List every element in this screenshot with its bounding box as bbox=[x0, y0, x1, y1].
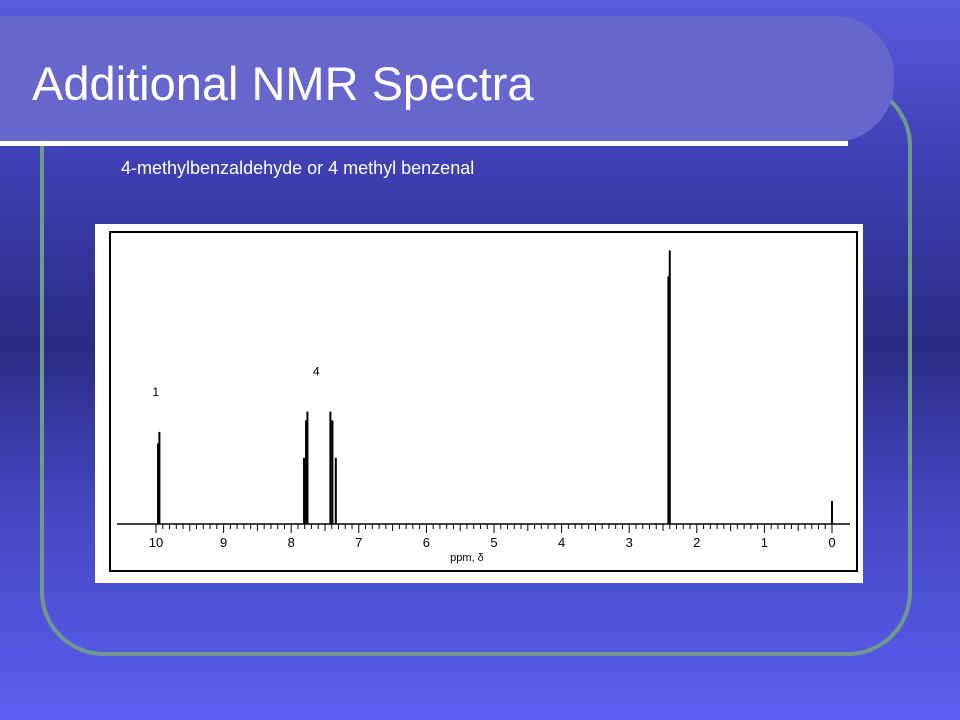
x-tick-label: 4 bbox=[558, 535, 565, 550]
x-tick-label: 3 bbox=[626, 535, 633, 550]
peak-lines bbox=[157, 250, 833, 524]
peak-label: 1 bbox=[152, 385, 159, 399]
page-title: Additional NMR Spectra bbox=[32, 57, 534, 110]
compound-name: 4-methylbenzaldehyde or 4 methyl benzena… bbox=[121, 158, 475, 178]
title-divider bbox=[0, 141, 848, 146]
x-tick-label: 9 bbox=[220, 535, 227, 550]
x-tick-label: 5 bbox=[490, 535, 497, 550]
x-tick-label: 7 bbox=[355, 535, 362, 550]
x-tick-label: 0 bbox=[828, 535, 835, 550]
x-tick-label: 10 bbox=[149, 535, 163, 550]
plot-frame bbox=[109, 231, 858, 572]
x-tick-label: 6 bbox=[423, 535, 430, 550]
peak-label: 4 bbox=[313, 365, 320, 379]
title-bar: Additional NMR Spectra bbox=[0, 16, 894, 146]
x-tick-label: 2 bbox=[693, 535, 700, 550]
x-axis-label: ppm, δ bbox=[450, 552, 484, 564]
x-tick-label: 8 bbox=[288, 535, 295, 550]
x-tick-label: 1 bbox=[761, 535, 768, 550]
x-axis-ticks bbox=[117, 523, 850, 533]
tick-labels: 10 9 8 7 6 5 4 3 2 1 0 bbox=[149, 535, 836, 550]
peak-labels: 143 bbox=[152, 365, 320, 399]
